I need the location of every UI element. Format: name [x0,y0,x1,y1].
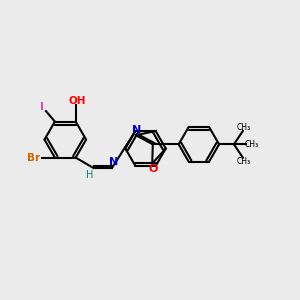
Text: CH₃: CH₃ [236,157,250,166]
Text: O: O [148,164,158,174]
Text: N: N [109,157,118,167]
Text: H: H [86,170,94,180]
Text: CH₃: CH₃ [236,123,250,132]
Text: I: I [40,102,44,112]
Text: Br: Br [27,153,40,163]
Text: OH: OH [68,96,86,106]
Text: CH₃: CH₃ [245,140,259,149]
Text: N: N [132,125,141,135]
